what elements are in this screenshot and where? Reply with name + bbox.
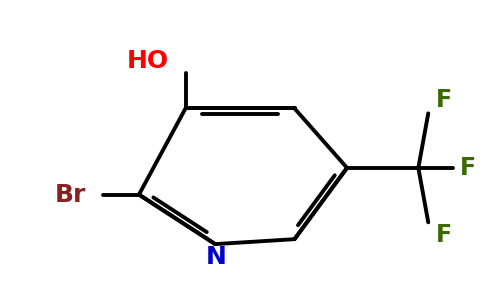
Text: N: N — [206, 245, 227, 269]
Text: F: F — [436, 88, 453, 112]
Text: F: F — [436, 223, 453, 247]
Text: Br: Br — [55, 183, 87, 207]
Text: HO: HO — [126, 49, 169, 73]
Text: F: F — [460, 156, 476, 180]
